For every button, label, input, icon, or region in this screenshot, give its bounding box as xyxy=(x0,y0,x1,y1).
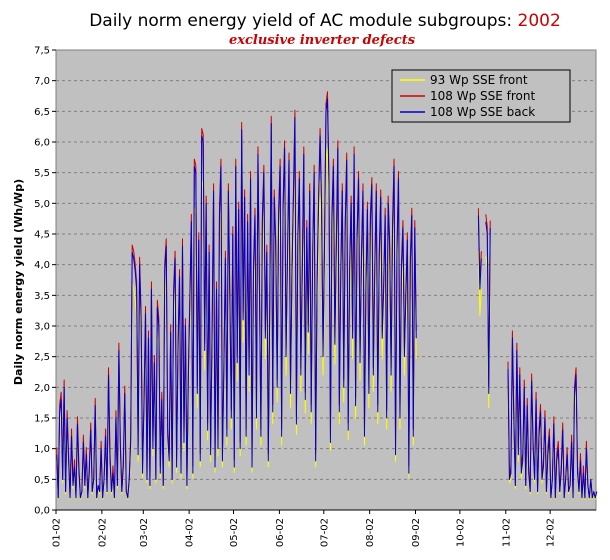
series-line-3 xyxy=(56,98,598,499)
chart-title-year: 2002 xyxy=(518,11,561,31)
gridlines xyxy=(56,80,596,480)
y-axis: 0,0 0,5 1,0 1,5 2,0 2,5 3,0 3,5 4,0 4,5 5,0 5,5 6,0 6… xyxy=(34,46,56,517)
x-tick-label: 08-02 xyxy=(365,518,376,547)
y-tick-label: 1,5 xyxy=(34,414,50,425)
x-tick-label: 06-02 xyxy=(275,518,286,547)
x-tick-label: 09-02 xyxy=(411,518,422,547)
y-tick-label: 6,0 xyxy=(34,138,50,149)
chart-title: Daily norm energy yield of AC module sub… xyxy=(89,11,561,31)
y-tick-label: 4,0 xyxy=(34,260,50,271)
legend-label-1: 93 Wp SSE front xyxy=(430,73,528,87)
y-tick-label: 6,5 xyxy=(34,107,50,118)
x-tick-label: 11-02 xyxy=(501,518,512,547)
series-layer xyxy=(56,91,598,500)
x-axis: 01-02 02-02 03-02 04-02 05-02 06-02 07-02 08-02… xyxy=(52,509,596,547)
y-tick-label: 4,5 xyxy=(34,230,50,241)
x-tick-label: 04-02 xyxy=(185,518,196,547)
y-tick-label: 3,0 xyxy=(34,322,50,333)
legend: 93 Wp SSE front 108 Wp SSE front 108 Wp SS… xyxy=(391,69,571,123)
legend-label-3: 108 Wp SSE back xyxy=(430,105,535,119)
x-tick-label: 01-02 xyxy=(52,518,63,547)
y-tick-label: 1,0 xyxy=(34,444,50,455)
y-tick-label: 2,5 xyxy=(34,352,50,363)
x-tick-label: 05-02 xyxy=(229,518,240,547)
y-tick-label: 5,5 xyxy=(34,168,50,179)
y-tick-label: 2,0 xyxy=(34,383,50,394)
y-axis-label: Daily norm energy yield (Wh/Wp) xyxy=(12,179,25,385)
x-tick-label: 03-02 xyxy=(139,518,150,547)
y-tick-label: 3,5 xyxy=(34,291,50,302)
y-tick-label: 0,5 xyxy=(34,475,50,486)
y-tick-label: 5,0 xyxy=(34,199,50,210)
chart-subtitle: exclusive inverter defects xyxy=(229,33,416,48)
x-tick-label: 07-02 xyxy=(319,518,330,547)
y-tick-label: 0,0 xyxy=(34,506,50,517)
y-tick-label: 7,0 xyxy=(34,76,50,87)
x-tick-label: 10-02 xyxy=(455,518,466,547)
y-tick-label: 7,5 xyxy=(34,46,50,57)
x-tick-label: 02-02 xyxy=(97,518,108,547)
x-tick-label: 12-02 xyxy=(546,518,557,547)
legend-label-2: 108 Wp SSE front xyxy=(430,89,535,103)
